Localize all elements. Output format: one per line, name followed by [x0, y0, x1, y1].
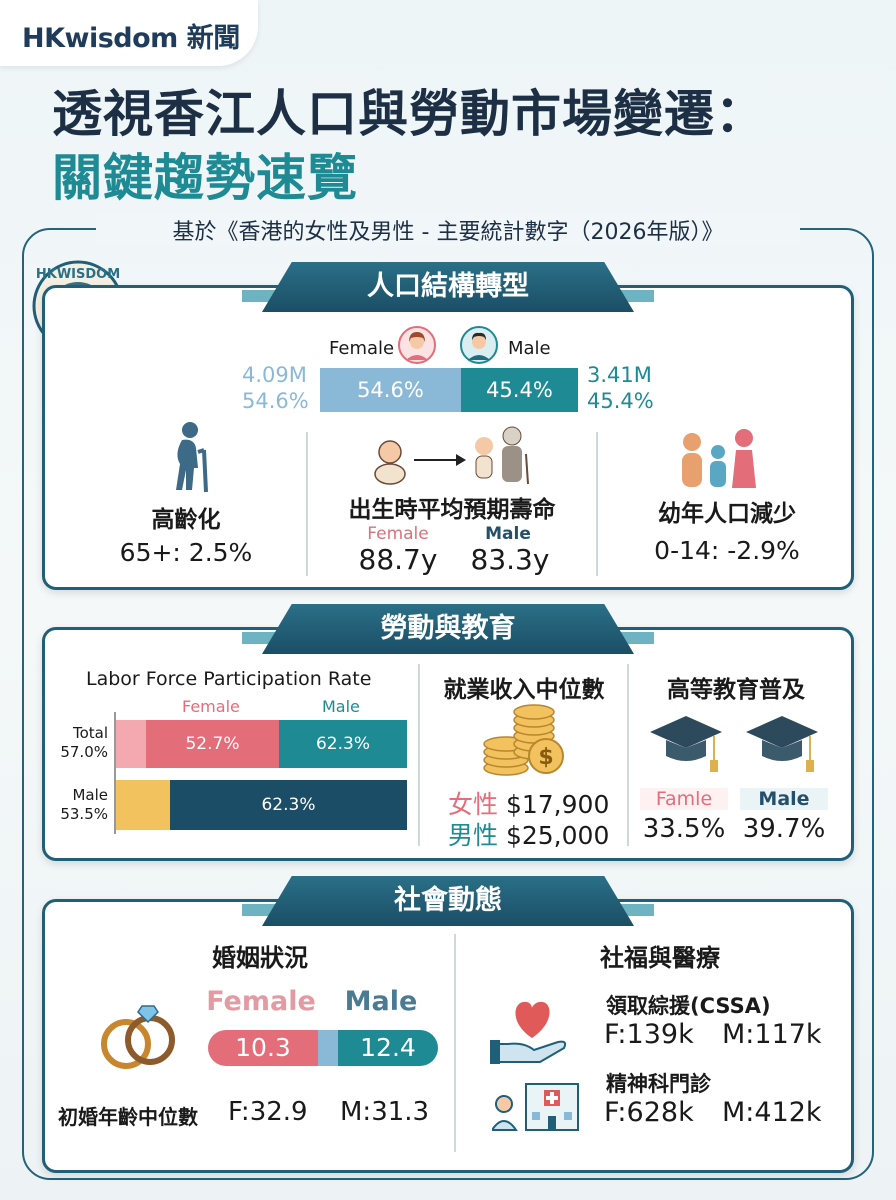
youth-value: 0-14: -2.9%: [654, 536, 800, 565]
page-title-line1: 透視香江人口與勞動市場變遷：: [52, 85, 766, 143]
female-count: 4.09M: [242, 363, 307, 387]
lfpr-row-male-name: Male: [72, 786, 108, 804]
family-icon: [674, 426, 766, 494]
first-marriage-label: 初婚年齡中位數: [58, 1105, 198, 1129]
population-divider-2: [596, 432, 598, 576]
lfpr-row-male-value: 53.5%: [60, 805, 108, 823]
page-title-line2: 關鍵趨勢速覽: [52, 149, 358, 207]
labour-heading: 勞動與教育: [262, 604, 634, 654]
graduation-cap-male-icon: [744, 712, 820, 780]
psych-label: 精神科門診: [606, 1072, 711, 1096]
income-female-label: 女性: [448, 790, 499, 819]
edu-female-value: 33.5%: [642, 814, 726, 844]
youth-title: 幼年人口減少: [658, 501, 796, 527]
lfpr-row-male-label: Male 53.5%: [56, 786, 108, 824]
edu-male-value: 39.7%: [742, 814, 826, 844]
lfpr-bar-total: 52.7% 62.3%: [116, 720, 407, 768]
arrow-right-icon: [412, 452, 468, 472]
first-marriage-female: F:32.9: [228, 1097, 308, 1127]
income-title: 就業收入中位數: [443, 677, 605, 703]
life-female-label: Female: [367, 524, 429, 544]
female-pct-side: 54.6%: [242, 389, 309, 413]
lfpr-row-total-label: Total 57.0%: [56, 724, 108, 762]
income-female-row: 女性 $17,900: [448, 785, 609, 821]
marriage-title: 婚姻狀況: [212, 944, 308, 972]
lfpr-bar-male-main: 62.3%: [170, 780, 407, 830]
life-male-label: Male: [485, 524, 531, 544]
education-title: 高等教育普及: [667, 677, 805, 703]
marriage-female-bar: 10.3: [208, 1030, 318, 1066]
heart-hand-icon: [488, 992, 572, 1070]
income-male-value: $25,000: [505, 821, 610, 850]
cssa-male: M:117k: [722, 1019, 822, 1050]
lfpr-row-total-name: Total: [72, 724, 108, 742]
coins-icon: $: [480, 704, 566, 784]
female-avatar-icon: [398, 326, 436, 368]
psych-male: M:412k: [722, 1097, 822, 1128]
marriage-bar: 10.3 12.4: [208, 1030, 438, 1066]
population-bar: 54.6% 45.4%: [320, 368, 578, 412]
male-count: 3.41M: [587, 363, 652, 387]
labour-divider-2: [627, 664, 629, 846]
cssa-female: F:139k: [604, 1019, 694, 1050]
baby-icon: [368, 438, 412, 490]
male-pct-side: 45.4%: [587, 389, 654, 413]
welfare-title: 社福與醫療: [600, 944, 720, 972]
aging-value: 65+: 2.5%: [119, 538, 253, 567]
social-divider: [454, 934, 456, 1152]
population-heading: 人口結構轉型: [262, 262, 634, 312]
svg-text:$: $: [538, 745, 553, 770]
income-female-value: $17,900: [505, 790, 610, 819]
lfpr-bar-male-pad: [116, 780, 170, 830]
brand-logo-text: HKwisdom 新聞: [22, 23, 240, 54]
life-expectancy-title: 出生時平均預期壽命: [348, 497, 556, 523]
edu-male-label: Male: [740, 788, 828, 810]
male-legend-label: Male: [508, 338, 551, 359]
cssa-label: 領取綜援(CSSA): [606, 994, 771, 1018]
lfpr-title: Labor Force Participation Rate: [86, 668, 372, 690]
brand-tag: [0, 0, 258, 66]
page-subtitle: 基於《香港的女性及男性 - 主要統計數字（2026年版）》: [172, 220, 724, 245]
female-share-bar: 54.6%: [320, 368, 461, 412]
social-panel: [42, 899, 854, 1173]
hospital-icon: [490, 1076, 582, 1136]
income-male-label: 男性: [448, 821, 499, 850]
psych-female: F:628k: [604, 1097, 694, 1128]
elderly-person-icon: [160, 420, 220, 498]
subtitle-background: [96, 214, 800, 246]
lfpr-bar-total-male: 62.3%: [279, 720, 407, 768]
marriage-mid-bar: [318, 1030, 338, 1066]
lfpr-bar-male: 62.3%: [116, 780, 407, 830]
life-male-value: 83.3y: [470, 543, 550, 576]
graduation-cap-female-icon: [648, 712, 724, 780]
edu-female-label: Famle: [640, 788, 728, 810]
svg-text:HKWISDOM: HKWISDOM: [36, 267, 120, 282]
aging-title: 高齡化: [151, 507, 221, 533]
social-heading: 社會動態: [262, 876, 634, 926]
child-and-elder-icon: [468, 424, 532, 490]
marriage-male-bar: 12.4: [338, 1030, 438, 1066]
male-share-bar: 45.4%: [460, 368, 578, 412]
life-female-value: 88.7y: [358, 543, 438, 576]
lfpr-bar-total-female: 52.7%: [146, 720, 279, 768]
lfpr-row-total-value: 57.0%: [60, 743, 108, 761]
lfpr-bar-total-pad: [116, 720, 146, 768]
female-legend-label: Female: [329, 338, 395, 359]
first-marriage-male: M:31.3: [340, 1097, 430, 1127]
income-male-row: 男性 $25,000: [448, 816, 609, 852]
marriage-male-label: Male: [344, 986, 418, 1017]
marriage-female-label: Female: [206, 986, 316, 1017]
male-avatar-icon: [460, 326, 498, 368]
wedding-rings-icon: [96, 1000, 182, 1076]
lfpr-legend-female: Female: [182, 697, 240, 716]
population-divider-1: [306, 432, 308, 576]
labour-divider-1: [418, 664, 420, 846]
lfpr-axis: [114, 712, 116, 834]
lfpr-legend-male: Male: [322, 697, 360, 716]
